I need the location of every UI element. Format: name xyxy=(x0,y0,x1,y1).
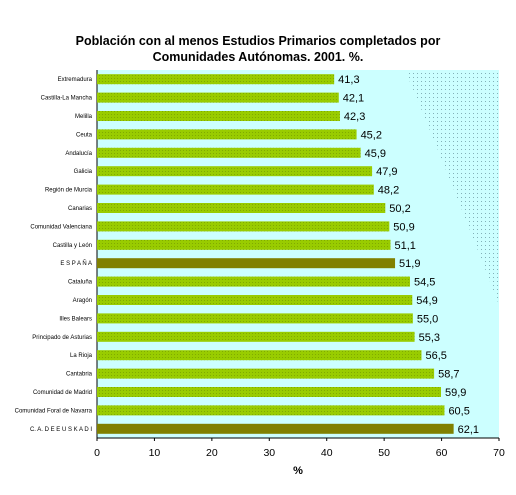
data-label: 51,9 xyxy=(399,258,420,270)
category-label: Castilla y León xyxy=(53,243,92,249)
category-label: Cantabria xyxy=(66,372,93,378)
data-label: 54,5 xyxy=(414,277,435,289)
data-label: 48,2 xyxy=(378,185,399,197)
bar xyxy=(97,331,415,342)
data-label: 62,1 xyxy=(458,424,479,436)
data-label: 55,0 xyxy=(417,313,438,325)
data-label: 54,9 xyxy=(416,295,437,307)
bar xyxy=(97,276,410,287)
bar xyxy=(97,111,340,121)
category-label: Illes Balears xyxy=(59,316,92,322)
chart-title-line-2: Comunidades Autónomas. 2001. %. xyxy=(152,50,364,64)
category-label: Andalucía xyxy=(65,151,92,157)
chart-title: Población con al menos Estudios Primario… xyxy=(0,33,516,65)
category-label: Aragón xyxy=(73,298,92,304)
x-tick-label: 40 xyxy=(321,447,333,459)
data-label: 55,3 xyxy=(419,332,440,344)
bar xyxy=(97,350,422,361)
data-label: 56,5 xyxy=(425,350,446,362)
bar xyxy=(97,203,386,213)
bar xyxy=(97,387,441,397)
category-label: Melilla xyxy=(75,114,93,120)
x-tick-label: 70 xyxy=(493,447,505,459)
bar xyxy=(97,166,373,177)
category-label: Comunidad de Madrid xyxy=(33,390,92,396)
category-label: Galicia xyxy=(74,169,93,175)
bar xyxy=(97,221,390,232)
data-label: 41,3 xyxy=(338,74,359,86)
category-label: E S P A Ñ A xyxy=(60,260,92,267)
chart-title-line-1: Población con al menos Estudios Primario… xyxy=(75,34,441,48)
bar xyxy=(97,92,339,103)
category-label: Región de Murcia xyxy=(45,188,93,194)
category-label: Extremadura xyxy=(58,77,93,83)
data-label: 59,9 xyxy=(445,387,466,399)
category-label: Comunidad Foral de Navarra xyxy=(15,408,93,414)
background-texture xyxy=(405,70,499,305)
bar xyxy=(97,368,435,379)
x-tick-label: 20 xyxy=(206,447,218,459)
x-tick-label: 0 xyxy=(94,447,100,459)
bar xyxy=(97,405,445,416)
data-label: 50,9 xyxy=(393,221,414,233)
data-label: 42,3 xyxy=(344,111,365,123)
category-label: Principado de Asturias xyxy=(32,335,92,341)
data-label: 58,7 xyxy=(438,369,459,381)
data-label: 45,2 xyxy=(361,129,382,141)
category-label: Ceuta xyxy=(76,132,93,138)
data-label: 42,1 xyxy=(343,93,364,105)
bar xyxy=(97,313,413,324)
x-tick-label: 50 xyxy=(378,447,390,459)
x-axis-label: % xyxy=(293,465,303,477)
bar xyxy=(97,184,374,195)
data-label: 45,9 xyxy=(365,148,386,160)
bar xyxy=(97,258,396,269)
category-label: Cataluña xyxy=(68,280,93,286)
category-label: Comunidad Valenciana xyxy=(30,224,92,230)
data-label: 60,5 xyxy=(448,405,469,417)
x-tick-label: 10 xyxy=(149,447,161,459)
bar xyxy=(97,129,357,140)
bar xyxy=(97,147,361,158)
data-label: 50,2 xyxy=(389,203,410,215)
category-label: La Rioja xyxy=(70,353,93,359)
x-tick-label: 30 xyxy=(263,447,275,459)
bar xyxy=(97,74,335,85)
category-label: C. A. D E E U S K A D I xyxy=(30,427,92,433)
category-label: Canarias xyxy=(68,206,92,212)
data-label: 51,1 xyxy=(394,240,415,252)
x-tick-label: 60 xyxy=(436,447,448,459)
bar xyxy=(97,239,391,250)
data-label: 47,9 xyxy=(376,166,397,178)
bar xyxy=(97,423,454,434)
category-label: Castilla-La Mancha xyxy=(41,96,93,102)
bar xyxy=(97,295,413,305)
